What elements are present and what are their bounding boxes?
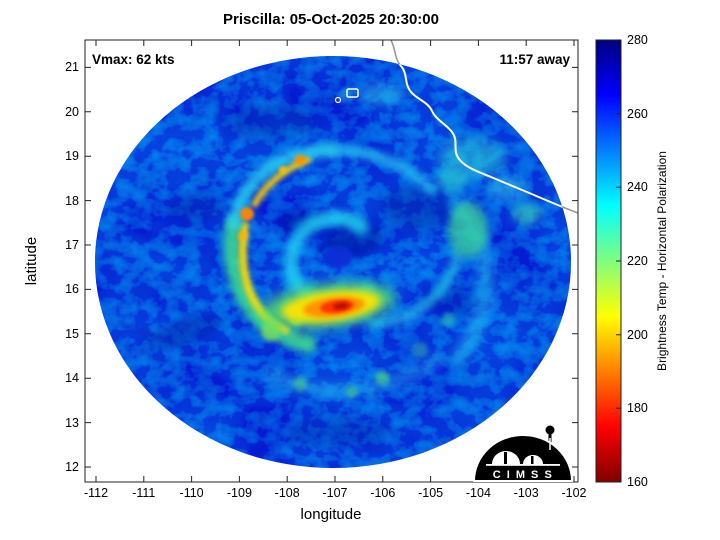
islet-outline xyxy=(334,96,342,104)
colorbar-tick-marks xyxy=(616,113,621,409)
colorbar-tick-label: 160 xyxy=(627,475,648,489)
storm-eye xyxy=(315,239,364,268)
y-tick-label: 17 xyxy=(65,238,79,252)
island-outline xyxy=(346,88,359,98)
x-tick-label: -112 xyxy=(84,486,108,500)
x-tick-label: -107 xyxy=(322,486,347,500)
x-tick-label: -105 xyxy=(418,486,443,500)
axes-box xyxy=(84,39,579,483)
x-axis-label: longitude xyxy=(301,506,362,523)
x-tick-label: -109 xyxy=(227,486,252,500)
colorbar-tick-label: 240 xyxy=(627,180,648,194)
y-tick-label: 20 xyxy=(65,105,79,119)
plot-title: Priscilla: 05-Oct-2025 20:30:00 xyxy=(223,11,439,28)
y-tick-label: 15 xyxy=(65,327,79,341)
y-tick-label: 14 xyxy=(65,371,79,385)
colorbar xyxy=(595,39,622,483)
colorbar-tick-labels: 280 260 240 220 200 180 160 xyxy=(627,33,648,489)
colorbar-tick-label: 180 xyxy=(627,401,648,415)
x-tick-label: -111 xyxy=(132,486,155,500)
y-tick-label: 19 xyxy=(65,149,79,163)
y-tick-label: 12 xyxy=(65,460,79,474)
time-annotation: 11:57 away xyxy=(499,52,570,67)
y-tick-labels: 12 13 14 15 16 17 18 19 20 21 xyxy=(65,60,79,474)
x-tick-label: -102 xyxy=(561,486,586,500)
y-tick-label: 16 xyxy=(65,282,79,296)
x-tick-labels: -112 -111 -110 -109 -108 -107 -106 -105 … xyxy=(84,486,587,500)
colorbar-label: Brightness Temp - Horizontal Polarizatio… xyxy=(655,151,669,371)
colorbar-tick-label: 280 xyxy=(627,33,648,47)
satellite-swath-image xyxy=(95,56,571,468)
cimss-logo-text: C I M S S xyxy=(493,469,554,481)
x-tick-label: -110 xyxy=(180,486,204,500)
x-tick-label: -108 xyxy=(275,486,300,500)
colorbar-tick-label: 200 xyxy=(627,328,648,342)
x-tick-label: -103 xyxy=(514,486,539,500)
x-tick-label: -104 xyxy=(466,486,491,500)
colorbar-tick-label: 220 xyxy=(627,254,648,268)
y-tick-label: 21 xyxy=(65,60,79,74)
cimss-logo: C I M S S xyxy=(472,425,574,482)
vmax-annotation: Vmax: 62 kts xyxy=(92,52,175,67)
coastline-inside-swath xyxy=(390,56,571,214)
y-tick-label: 13 xyxy=(65,416,79,430)
colorbar-tick-label: 260 xyxy=(627,107,648,121)
core-convection xyxy=(260,282,396,329)
y-tick-label: 18 xyxy=(65,194,79,208)
y-axis-label: latitude xyxy=(23,237,40,285)
x-tick-label: -106 xyxy=(370,486,395,500)
